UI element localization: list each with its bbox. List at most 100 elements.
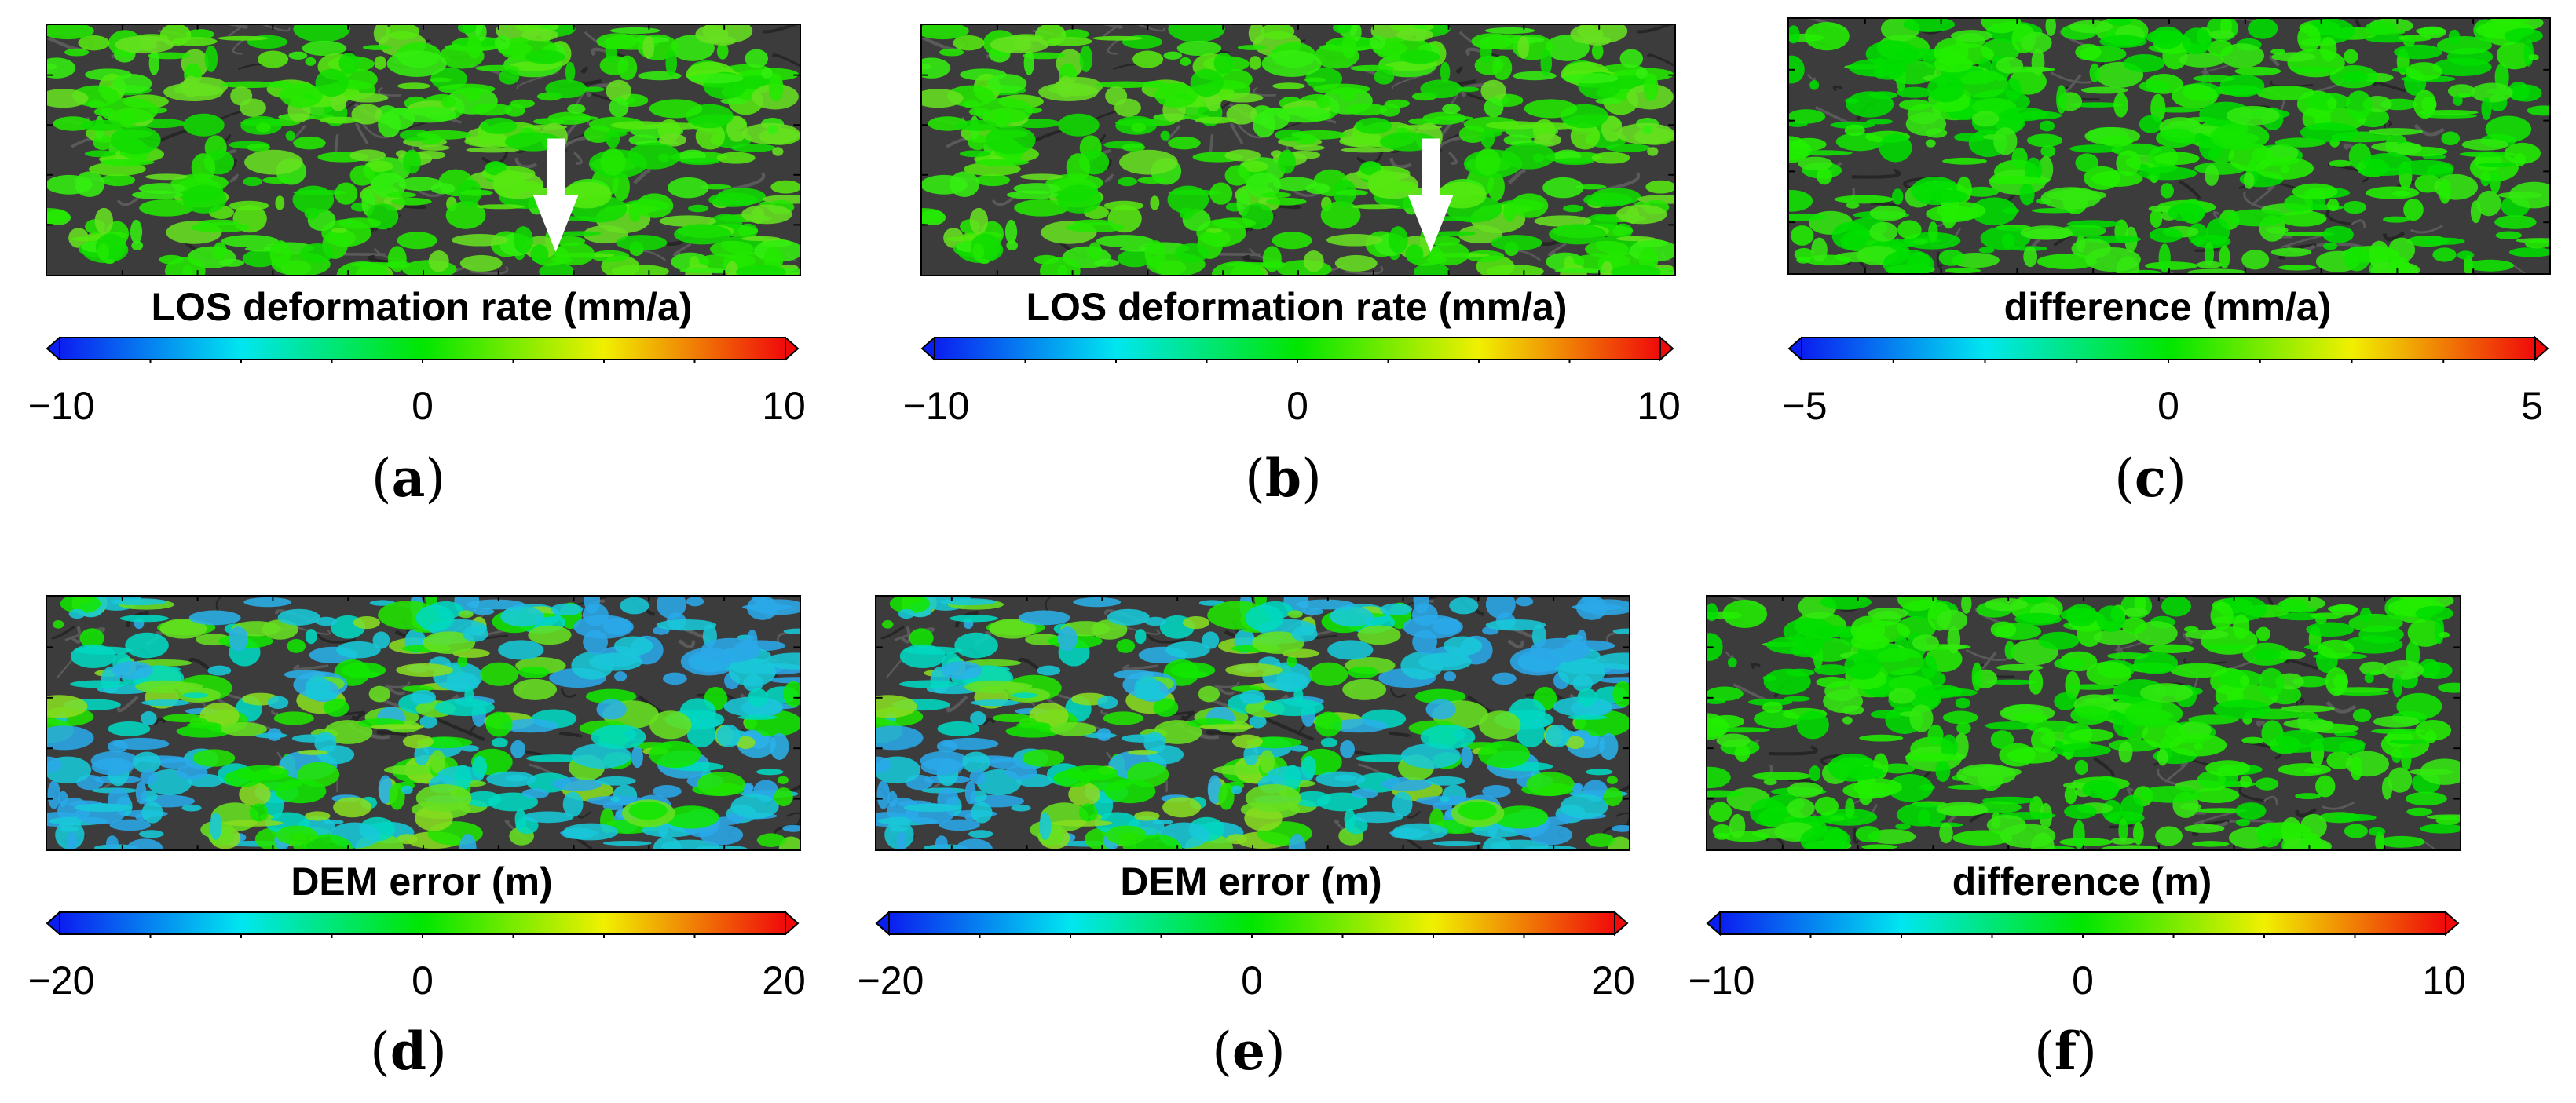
map-pixel-cluster xyxy=(2295,793,2322,800)
map-pixel-cluster xyxy=(656,597,686,619)
map-ridge xyxy=(293,664,329,670)
map-pixel-cluster xyxy=(1612,628,1629,634)
map-pixel-cluster xyxy=(2292,183,2338,200)
tick-b-min: −10 xyxy=(902,384,970,428)
map-pixel-cluster xyxy=(2209,30,2234,39)
map-ridge xyxy=(2263,795,2278,805)
map-pixel-cluster xyxy=(2327,97,2337,110)
map-pixel-cluster xyxy=(1301,755,1317,779)
map-pixel-cluster xyxy=(52,620,64,629)
map-pixel-cluster xyxy=(2233,614,2250,640)
map-pixel-cluster xyxy=(2301,833,2322,849)
map-pixel-cluster xyxy=(2406,807,2433,816)
map-pixel-cluster xyxy=(2389,256,2410,273)
map-pixel-cluster xyxy=(451,233,509,247)
map-pixel-cluster xyxy=(1586,833,1615,847)
map-pixel-cluster xyxy=(979,258,990,265)
map-pixel-cluster xyxy=(1790,225,1814,246)
map-ridge xyxy=(786,812,800,827)
map-pixel-cluster xyxy=(2286,607,2318,613)
map-pixel-cluster xyxy=(2382,659,2424,680)
map-pixel-cluster xyxy=(679,268,730,273)
map-pixel-cluster xyxy=(955,838,993,849)
map-pixel-cluster xyxy=(1993,127,2018,155)
map-pixel-cluster xyxy=(1493,805,1549,829)
map-pixel-cluster xyxy=(1919,783,1936,791)
map-pixel-cluster xyxy=(189,718,208,727)
map-pixel-cluster xyxy=(2032,208,2077,214)
map-pixel-cluster xyxy=(389,783,405,810)
map-pixel-cluster xyxy=(1153,698,1179,718)
map-ridge xyxy=(1647,53,1674,68)
map-pixel-cluster xyxy=(1261,25,1295,40)
map-pixel-cluster xyxy=(1951,30,1993,42)
map-pixel-cluster xyxy=(1789,25,1800,44)
map-ridge xyxy=(386,685,406,696)
map-pixel-cluster xyxy=(1294,791,1331,807)
map-pixel-cluster xyxy=(686,597,704,607)
map-ridge xyxy=(1102,25,1123,29)
map-pixel-cluster xyxy=(2241,250,2270,270)
map-pixel-cluster xyxy=(298,749,328,755)
map-pixel-cluster xyxy=(2432,247,2457,262)
map-ridge xyxy=(227,25,248,29)
map-ridge xyxy=(2251,184,2275,206)
map-pixel-cluster xyxy=(145,173,188,181)
map-pixel-cluster xyxy=(239,782,271,807)
map-pixel-cluster xyxy=(2059,838,2113,846)
map-pixel-cluster xyxy=(1554,268,1605,273)
map-pixel-cluster xyxy=(320,116,360,124)
map-pixel-cluster xyxy=(609,97,629,118)
map-pixel-cluster xyxy=(401,685,434,692)
map-pixel-cluster xyxy=(1405,244,1424,264)
map-pixel-cluster xyxy=(903,803,962,813)
map-pixel-cluster xyxy=(642,35,655,59)
map-pixel-cluster xyxy=(2123,54,2165,73)
map-pixel-cluster xyxy=(2172,83,2218,109)
map-pixel-cluster xyxy=(2364,672,2374,684)
map-pixel-cluster xyxy=(2297,24,2321,53)
map-pixel-cluster xyxy=(922,208,945,225)
map-pixel-cluster xyxy=(2074,759,2088,776)
map-pixel-cluster xyxy=(1176,40,1222,57)
map-pixel-cluster xyxy=(331,93,346,112)
map-pixel-cluster xyxy=(2437,682,2460,693)
map-ridge xyxy=(1751,663,1761,670)
map-pixel-cluster xyxy=(1207,775,1222,804)
map-pixel-cluster xyxy=(2021,31,2052,53)
map-pixel-cluster xyxy=(2416,27,2446,35)
map-pixel-cluster xyxy=(2435,816,2460,825)
map-pixel-cluster xyxy=(1272,82,1305,89)
map-pixel-cluster xyxy=(1327,640,1374,660)
map-pixel-cluster xyxy=(1117,250,1153,268)
map-pixel-cluster xyxy=(1023,107,1043,114)
map-pixel-cluster xyxy=(762,194,800,204)
map-pixel-cluster xyxy=(1302,608,1324,615)
map-pixel-cluster xyxy=(2495,231,2522,240)
map-pixel-cluster xyxy=(1729,813,1746,838)
map-pixel-cluster xyxy=(2258,667,2285,697)
map-pixel-cluster xyxy=(1443,636,1483,656)
map-pixel-cluster xyxy=(1978,247,1995,254)
map-pixel-cluster xyxy=(1478,740,1531,769)
map-pixel-cluster xyxy=(876,756,891,773)
map-pixel-cluster xyxy=(70,680,129,688)
map-pixel-cluster xyxy=(656,619,717,631)
map-pixel-cluster xyxy=(2371,728,2426,735)
map-pixel-cluster xyxy=(1022,749,1065,767)
map-pixel-cluster xyxy=(2026,133,2063,148)
map-pixel-cluster xyxy=(403,149,421,174)
map-pixel-cluster xyxy=(1019,173,1063,181)
map-pixel-cluster xyxy=(1218,783,1235,810)
map-pixel-cluster xyxy=(988,758,1023,769)
map-pixel-cluster xyxy=(2341,71,2369,83)
map-pixel-cluster xyxy=(370,724,425,730)
map-ridge xyxy=(2299,696,2305,705)
map-pixel-cluster xyxy=(1553,696,1612,717)
map-pixel-cluster xyxy=(1359,161,1381,176)
map-pixel-cluster xyxy=(2267,226,2289,234)
map-pixel-cluster xyxy=(1888,688,1916,704)
map-pixel-cluster xyxy=(545,79,587,99)
map-pixel-cluster xyxy=(896,831,907,849)
map-pixel-cluster xyxy=(2271,744,2320,753)
